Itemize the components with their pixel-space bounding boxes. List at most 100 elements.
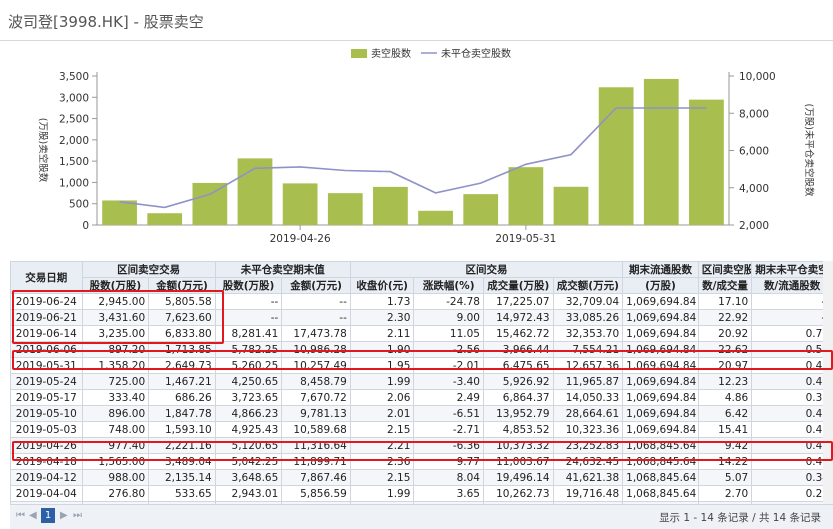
col-date-header[interactable]: 交易日期 (10, 261, 83, 294)
table-row[interactable]: 2019-05-17 333.40 686.26 3,723.65 7,670.72 2.… (10, 389, 833, 406)
table-cell: 5,120.65 (214, 437, 283, 454)
table-cell: 6,833.80 (148, 325, 216, 342)
table-cell: 0.49 (751, 357, 833, 374)
col-group-range-trade: 区间交易 (349, 261, 624, 278)
bar-short-shares (689, 99, 724, 225)
table-cell: -- (214, 309, 283, 326)
table-cell: 11,316.64 (281, 437, 351, 454)
table-cell: 977.40 (81, 437, 150, 454)
table-cell: -2.01 (413, 357, 484, 374)
table-cell: 11,899.71 (281, 453, 351, 470)
cell-date: 2019-04-12 (10, 469, 83, 486)
y-right-tick-label: 2,000 (739, 220, 769, 232)
table-cell: 9.00 (413, 309, 484, 326)
y-left-tick-label: 0 (82, 220, 89, 232)
table-row[interactable]: 2019-06-21 3,431.60 7,623.60 -- -- 2.30 9.00 14… (10, 309, 833, 326)
table-cell: 988.00 (81, 469, 150, 486)
table-row[interactable]: 2019-04-12 988.00 2,135.14 3,648.65 7,867.46… (10, 469, 833, 486)
legend-bar-swatch (351, 49, 367, 58)
table-cell: 4,250.65 (214, 373, 283, 390)
col-group-open-short: 未平仓卖空期末值 (214, 261, 351, 278)
table-cell: 1,068,845.64 (622, 453, 699, 470)
col-short-ratio-header[interactable]: 区间卖空股 (697, 261, 753, 278)
table-cell: 276.80 (81, 485, 150, 502)
col-open-shares[interactable]: 股数(万股) (214, 277, 283, 294)
table-cell: 11,965.87 (552, 373, 624, 390)
table-row[interactable]: 2019-06-06 897.20 1,713.85 5,782.25 10,986.2… (10, 341, 833, 358)
y-left-tick-label: 2,000 (59, 135, 89, 147)
table-cell: 0.54 (751, 341, 833, 358)
table-cell: 1.99 (349, 373, 415, 390)
table-row[interactable]: 2019-05-31 1,358.20 2,649.73 5,260.25 10,257… (10, 357, 833, 374)
table-row[interactable]: 2019-05-03 748.00 1,593.10 4,925.43 10,589.6… (10, 421, 833, 438)
table-row[interactable]: 2019-04-04 276.80 533.65 2,943.01 5,856.59 1.… (10, 485, 833, 502)
col-turnover[interactable]: 成交额(万元) (552, 277, 624, 294)
cell-date: 2019-05-31 (10, 357, 83, 374)
table-row[interactable]: 2019-06-14 3,235.00 6,833.80 8,281.41 17,473… (10, 325, 833, 342)
table-scrollbar[interactable] (823, 261, 833, 504)
col-change-pct[interactable]: 涨跌幅(%) (413, 277, 484, 294)
y-right-tick-label: 6,000 (739, 146, 769, 158)
table-cell: 9.77 (413, 453, 484, 470)
table-cell: 1,069,694.84 (622, 421, 699, 438)
record-count: 显示 1 - 14 条记录 / 共 14 条记录 (659, 512, 821, 524)
cell-date: 2019-04-26 (10, 437, 83, 454)
table-cell: 1,069,694.84 (622, 405, 699, 422)
short-selling-chart: 卖空股数 未平仓卖空股数 0 500 1,000 1,500 2,000 2,500 3,000… (37, 47, 815, 245)
table-cell: 0.48 (751, 437, 833, 454)
col-group-range-short: 区间卖空交易 (81, 261, 216, 278)
x-tick-label: 2019-05-31 (495, 233, 556, 245)
prev-page-icon[interactable]: ◀ (29, 510, 37, 521)
table-cell: 748.00 (81, 421, 150, 438)
table-cell: 2,649.73 (148, 357, 216, 374)
col-volume[interactable]: 成交量(万股) (482, 277, 554, 294)
table-cell: 14,972.43 (482, 309, 554, 326)
bar-short-shares (237, 158, 273, 225)
table-cell: 1,713.85 (148, 341, 216, 358)
table-row[interactable]: 2019-05-24 725.00 1,467.21 4,250.65 8,458.79… (10, 373, 833, 390)
table-cell: 533.65 (148, 485, 216, 502)
cell-date: 2019-04-18 (10, 453, 83, 470)
first-page-icon[interactable]: ⏮ (16, 510, 25, 521)
cell-date: 2019-04-04 (10, 485, 83, 502)
last-page-icon[interactable]: ⏭ (73, 510, 82, 521)
y-left-tick-label: 500 (69, 199, 89, 211)
table-cell: 1,358.20 (81, 357, 150, 374)
table-cell: -24.78 (413, 293, 484, 310)
table-cell: -- (214, 293, 283, 310)
table-cell: 14,050.33 (552, 389, 624, 406)
table-row[interactable]: 2019-05-10 896.00 1,847.78 4,866.23 9,781.13… (10, 405, 833, 422)
table-cell: 1,593.10 (148, 421, 216, 438)
col-short-amount[interactable]: 金额(万元) (148, 277, 216, 294)
table-sub-header: 股数(万股) 金额(万元) 股数(万股) 金额(万元) 收盘价(元) 涨跌幅(%… (11, 277, 833, 294)
table-cell: 9.42 (697, 437, 753, 454)
col-close-price[interactable]: 收盘价(元) (349, 277, 415, 294)
col-float-end-header[interactable]: 期末流通股数 (622, 261, 699, 278)
cell-date: 2019-05-10 (10, 405, 83, 422)
y-right-tick-label: 10,000 (739, 71, 776, 83)
current-page[interactable]: 1 (41, 508, 55, 523)
table-cell: 13,952.79 (482, 405, 554, 422)
bar-short-shares (553, 186, 589, 225)
table-row[interactable]: 2019-06-24 2,945.00 5,805.58 -- -- 1.73 -24.78… (10, 293, 833, 310)
next-page-icon[interactable]: ▶ (60, 510, 68, 521)
table-cell: 1.99 (349, 485, 415, 502)
table-cell: 10,262.73 (482, 485, 554, 502)
y-right-tick-label: 8,000 (739, 108, 769, 120)
table-cell: 896.00 (81, 405, 150, 422)
bar-short-shares (192, 182, 228, 225)
bar-short-shares (463, 194, 499, 225)
table-cell: 4,866.23 (214, 405, 283, 422)
cell-date: 2019-05-17 (10, 389, 83, 406)
table-cell: 333.40 (81, 389, 150, 406)
table-cell: 686.26 (148, 389, 216, 406)
col-short-shares[interactable]: 股数(万股) (81, 277, 150, 294)
col-open-amount[interactable]: 金额(万元) (281, 277, 351, 294)
col-open-ratio-header[interactable]: 期末未平仓卖空股 (751, 261, 833, 278)
bar-short-shares (418, 210, 453, 225)
table-cell: -2.71 (413, 421, 484, 438)
table-cell: 2.49 (413, 389, 484, 406)
table-cell: 19,716.48 (552, 485, 624, 502)
table-row[interactable]: 2019-04-26 977.40 2,221.16 5,120.65 11,316.6… (10, 437, 833, 454)
table-row[interactable]: 2019-04-18 1,565.00 3,489.04 5,042.25 11,899… (10, 453, 833, 470)
